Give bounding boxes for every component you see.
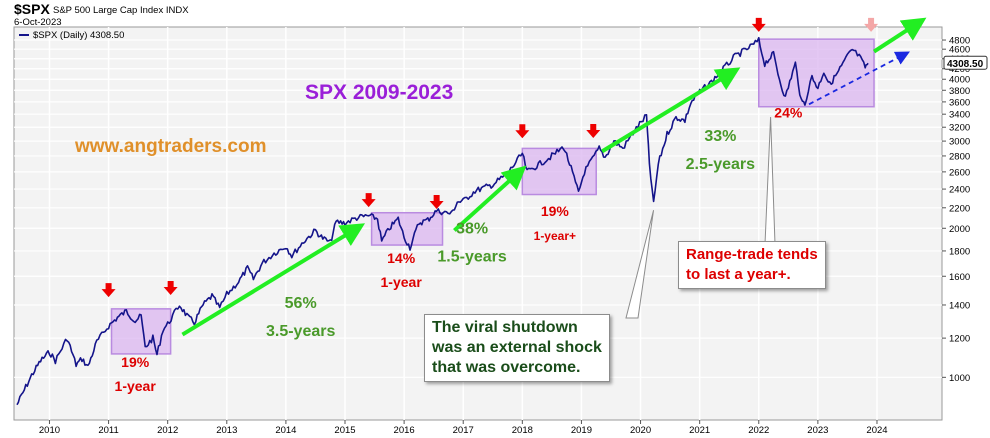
gain-arrows: [181, 17, 927, 337]
x-tick-label: 2018: [512, 425, 533, 436]
x-tick-label: 2016: [394, 425, 415, 436]
annotation-label: 2.5-years: [686, 156, 755, 173]
x-tick-label: 2019: [571, 425, 592, 436]
gain-arrow: [872, 17, 927, 54]
y-tick-label: 3000: [949, 137, 970, 148]
annotation-label: 19%: [541, 203, 570, 219]
note-viral-pointer: [625, 210, 655, 319]
gain-arrow: [601, 67, 741, 154]
x-tick-label: 2020: [630, 425, 651, 436]
y-tick-label: 1000: [949, 373, 970, 384]
y-tick-label: 2800: [949, 151, 970, 162]
y-tick-label: 1600: [949, 272, 970, 283]
y-tick-label: 2200: [949, 203, 970, 214]
top-marker: [361, 193, 376, 208]
x-tick-label: 2023: [807, 425, 828, 436]
top-marker: [101, 283, 116, 298]
gain-arrow: [181, 223, 366, 337]
x-tick-label: 2012: [157, 425, 178, 436]
y-tick-label: 2600: [949, 167, 970, 178]
y-tick-label: 1200: [949, 334, 970, 345]
y-tick-label: 1400: [949, 300, 970, 311]
symbol-description: S&P 500 Large Cap Index INDX: [53, 5, 189, 16]
annotation-labels: 19% 1-year 14% 1-year 19% 1-year+ 24% 56% 3.5-ye…: [115, 104, 803, 393]
note-range-trade: Range-trade tends to last a year+.: [678, 241, 826, 289]
y-tick-label: 2000: [949, 224, 970, 235]
annotation-label: 3.5-years: [266, 323, 335, 340]
last-value-label: 4308.50: [947, 59, 984, 70]
x-tick-label: 2014: [275, 425, 296, 436]
annotation-label: 56%: [285, 295, 317, 312]
price-line: [16, 36, 869, 406]
x-tick-label: 2015: [334, 425, 355, 436]
chart-date: 6-Oct-2023: [14, 17, 62, 28]
annotation-label: 14%: [387, 250, 416, 266]
annotation-label: 19%: [121, 354, 150, 370]
x-tick-label: 2022: [748, 425, 769, 436]
note-range-line-2: to last a year+.: [686, 266, 791, 283]
note-range-line-1: Range-trade tends: [686, 246, 818, 263]
y-tick-label: 4800: [949, 36, 970, 47]
annotation-label: 24%: [774, 104, 803, 120]
x-tick-label: 2010: [39, 425, 60, 436]
gain-arrow: [453, 165, 527, 232]
top-marker: [586, 123, 601, 138]
top-markers: [101, 17, 879, 298]
annotation-label: 1-year: [115, 378, 157, 394]
x-tick-label: 2021: [689, 425, 710, 436]
chart-title: SPX 2009-2023: [305, 81, 453, 104]
range-box: [758, 38, 875, 108]
y-tick-label: 2400: [949, 185, 970, 196]
note-viral-line-3: that was overcome.: [432, 359, 581, 376]
note-pointers: [625, 117, 776, 319]
x-tick-label: 2013: [216, 425, 237, 436]
top-marker: [864, 17, 879, 32]
y-axis: 1000 1200 1400 1600 1800 2000 2200 2400 2600 2800…: [942, 36, 970, 384]
x-tick-label: 2017: [453, 425, 474, 436]
annotation-label: 1.5-years: [437, 249, 506, 266]
legend-label: $SPX (Daily) 4308.50: [33, 30, 124, 41]
y-tick-label: 3800: [949, 86, 970, 97]
y-tick-label: 3600: [949, 97, 970, 108]
website-label: www.angtraders.com: [74, 136, 266, 157]
note-viral-line-1: The viral shutdown: [432, 319, 578, 336]
annotation-label: 38%: [456, 221, 488, 238]
price-series: [16, 36, 869, 406]
top-marker: [163, 281, 178, 296]
x-axis: 2010 2011 2012 2013 2014 2015 2016 2017 2018 2019…: [39, 420, 888, 436]
x-tick-label: 2011: [98, 425, 118, 436]
y-tick-label: 4000: [949, 75, 970, 86]
symbol-title: $SPX: [14, 1, 50, 17]
y-tick-label: 4600: [949, 45, 970, 56]
top-marker: [515, 124, 530, 139]
last-value-box: [943, 55, 988, 70]
annotation-label: 33%: [704, 128, 736, 145]
range-box: [521, 147, 597, 196]
note-viral-line-2: was an external shock: [432, 339, 602, 356]
y-tick-label: 3400: [949, 110, 970, 121]
top-marker: [429, 195, 444, 210]
note-viral-shutdown: The viral shutdown was an external shock…: [424, 314, 610, 382]
annotation-label: 1-year: [381, 274, 423, 290]
annotation-label: 1-year+: [534, 229, 576, 243]
last-value-tag: 4308.50: [943, 55, 988, 70]
y-tick-label: 1800: [949, 246, 970, 257]
y-tick-label: 3200: [949, 123, 970, 134]
x-tick-label: 2024: [866, 425, 887, 436]
top-marker: [751, 17, 766, 32]
